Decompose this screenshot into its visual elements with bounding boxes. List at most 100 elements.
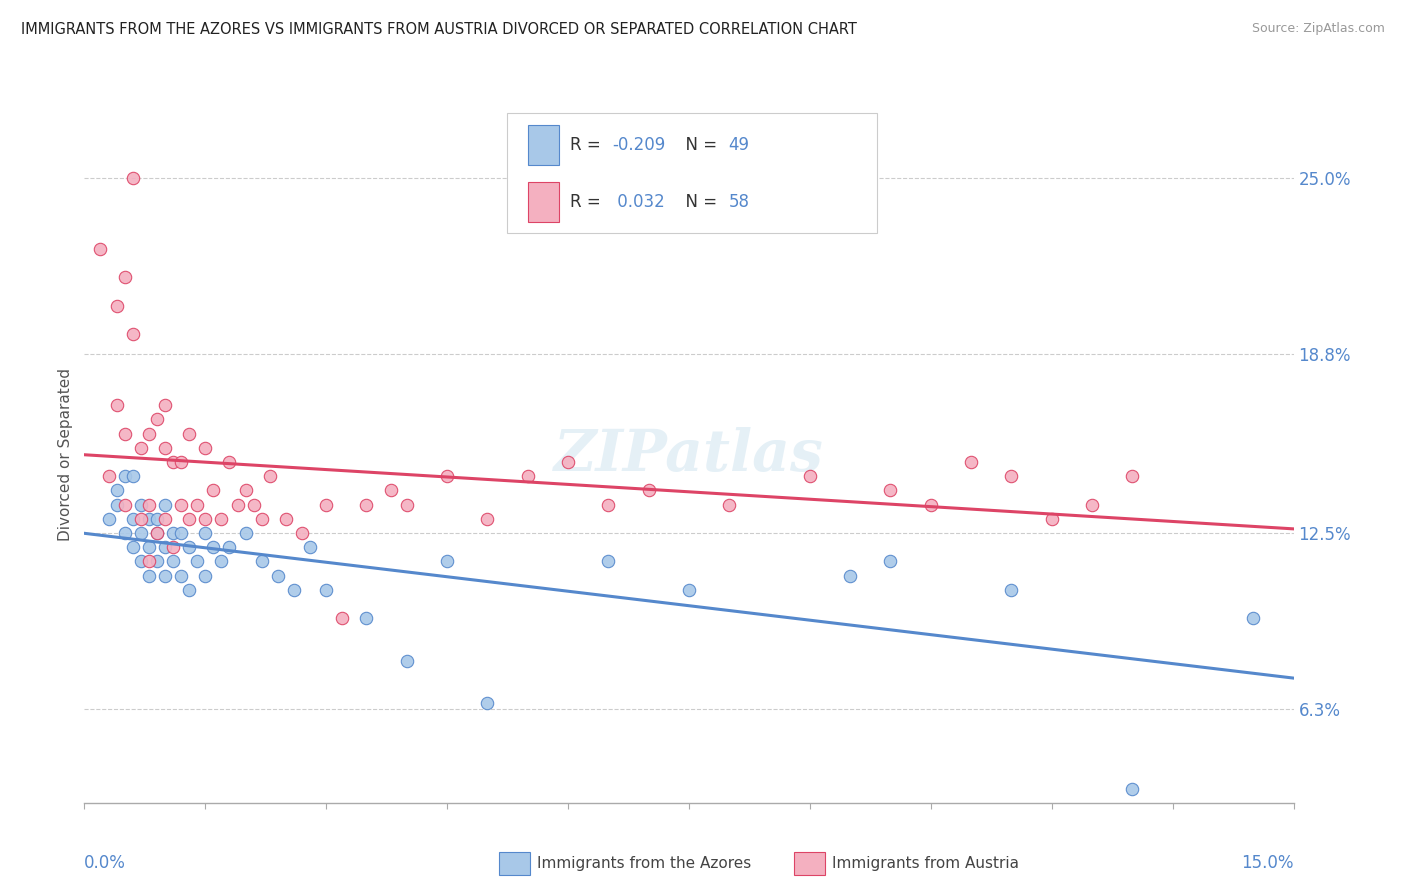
Point bbox=[299, 540, 322, 554]
Point bbox=[179, 512, 201, 526]
Point bbox=[138, 554, 160, 568]
Point bbox=[209, 554, 232, 568]
Point bbox=[718, 498, 741, 512]
Point bbox=[153, 568, 176, 582]
Point bbox=[121, 512, 143, 526]
Point bbox=[274, 512, 297, 526]
Point bbox=[138, 540, 160, 554]
Point bbox=[121, 469, 143, 483]
Point bbox=[250, 512, 273, 526]
Point bbox=[105, 299, 128, 313]
Point bbox=[315, 582, 337, 597]
Point bbox=[598, 498, 620, 512]
Point bbox=[194, 441, 217, 455]
Point bbox=[105, 483, 128, 498]
Point bbox=[186, 498, 208, 512]
Point bbox=[356, 611, 378, 625]
Point bbox=[477, 697, 499, 711]
Point bbox=[194, 512, 217, 526]
Point bbox=[267, 568, 290, 582]
Point bbox=[129, 441, 152, 455]
Point bbox=[138, 498, 160, 512]
Point bbox=[162, 540, 184, 554]
Point bbox=[235, 483, 257, 498]
Point bbox=[129, 498, 152, 512]
Point bbox=[121, 171, 143, 186]
Point bbox=[162, 455, 184, 469]
Point bbox=[138, 512, 160, 526]
Point bbox=[879, 554, 901, 568]
Point bbox=[97, 469, 120, 483]
Point bbox=[162, 554, 184, 568]
Point bbox=[114, 526, 136, 541]
Point bbox=[114, 270, 136, 285]
Point bbox=[153, 441, 176, 455]
Point bbox=[105, 498, 128, 512]
Point bbox=[1000, 469, 1022, 483]
Point bbox=[839, 568, 862, 582]
Point bbox=[202, 483, 225, 498]
Point bbox=[1040, 512, 1063, 526]
Point bbox=[1081, 498, 1104, 512]
Point bbox=[146, 512, 169, 526]
Point bbox=[202, 540, 225, 554]
Text: IMMIGRANTS FROM THE AZORES VS IMMIGRANTS FROM AUSTRIA DIVORCED OR SEPARATED CORR: IMMIGRANTS FROM THE AZORES VS IMMIGRANTS… bbox=[21, 22, 858, 37]
Point bbox=[380, 483, 402, 498]
Point bbox=[170, 526, 193, 541]
Text: Immigrants from Austria: Immigrants from Austria bbox=[832, 856, 1019, 871]
Point bbox=[678, 582, 700, 597]
Text: -0.209: -0.209 bbox=[612, 136, 665, 153]
Point bbox=[194, 568, 217, 582]
Text: R =: R = bbox=[569, 193, 606, 211]
Point bbox=[315, 498, 337, 512]
Point bbox=[114, 498, 136, 512]
Point bbox=[170, 498, 193, 512]
Point bbox=[179, 540, 201, 554]
Point bbox=[146, 554, 169, 568]
Point bbox=[235, 526, 257, 541]
Point bbox=[114, 469, 136, 483]
Point bbox=[170, 455, 193, 469]
Point bbox=[121, 327, 143, 342]
Point bbox=[89, 242, 111, 256]
Point bbox=[1000, 582, 1022, 597]
Text: 0.0%: 0.0% bbox=[84, 854, 127, 871]
Text: ZIPatlas: ZIPatlas bbox=[554, 426, 824, 483]
Point bbox=[121, 540, 143, 554]
Point bbox=[291, 526, 314, 541]
Point bbox=[179, 426, 201, 441]
Text: 58: 58 bbox=[728, 193, 749, 211]
Point bbox=[436, 469, 458, 483]
Point bbox=[799, 469, 821, 483]
Point bbox=[356, 498, 378, 512]
Point bbox=[129, 526, 152, 541]
Point bbox=[557, 455, 579, 469]
Point bbox=[395, 498, 418, 512]
Point bbox=[153, 540, 176, 554]
Point bbox=[186, 554, 208, 568]
Point bbox=[170, 568, 193, 582]
Point bbox=[920, 498, 942, 512]
Point bbox=[1241, 611, 1264, 625]
Point bbox=[250, 554, 273, 568]
Point bbox=[436, 554, 458, 568]
Point bbox=[179, 582, 201, 597]
Point bbox=[129, 512, 152, 526]
Point bbox=[960, 455, 983, 469]
Point bbox=[114, 426, 136, 441]
Point bbox=[194, 526, 217, 541]
Point bbox=[598, 554, 620, 568]
Point bbox=[146, 412, 169, 426]
Text: R =: R = bbox=[569, 136, 606, 153]
Point bbox=[218, 540, 240, 554]
Point bbox=[138, 426, 160, 441]
Point bbox=[146, 526, 169, 541]
Point bbox=[242, 498, 264, 512]
Point bbox=[395, 654, 418, 668]
Point bbox=[218, 455, 240, 469]
Point bbox=[516, 469, 538, 483]
Point bbox=[162, 526, 184, 541]
Text: 49: 49 bbox=[728, 136, 749, 153]
Text: N =: N = bbox=[675, 193, 723, 211]
Point bbox=[105, 398, 128, 412]
